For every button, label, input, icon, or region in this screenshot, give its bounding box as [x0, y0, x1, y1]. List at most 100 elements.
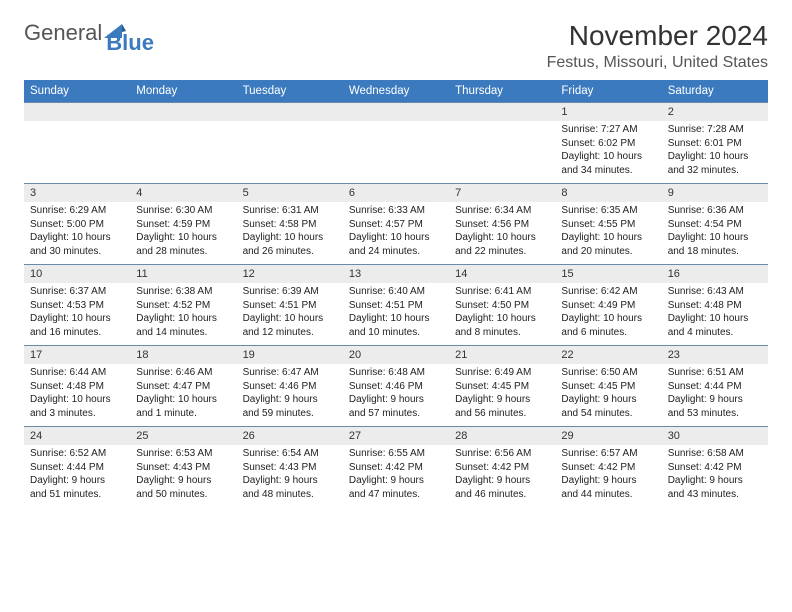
day1-text: Daylight: 9 hours	[668, 393, 762, 407]
day-number: 25	[130, 427, 236, 446]
day1-text: Daylight: 9 hours	[30, 474, 124, 488]
day-detail: Sunrise: 6:56 AMSunset: 4:42 PMDaylight:…	[449, 445, 555, 507]
daynum-row: 10111213141516	[24, 265, 768, 284]
day-detail: Sunrise: 6:33 AMSunset: 4:57 PMDaylight:…	[343, 202, 449, 265]
sunrise-text: Sunrise: 6:49 AM	[455, 366, 549, 380]
day-detail: Sunrise: 6:53 AMSunset: 4:43 PMDaylight:…	[130, 445, 236, 507]
sunset-text: Sunset: 4:59 PM	[136, 218, 230, 232]
sunset-text: Sunset: 4:50 PM	[455, 299, 549, 313]
sunrise-text: Sunrise: 6:41 AM	[455, 285, 549, 299]
sunrise-text: Sunrise: 6:30 AM	[136, 204, 230, 218]
sunset-text: Sunset: 4:52 PM	[136, 299, 230, 313]
sunrise-text: Sunrise: 6:46 AM	[136, 366, 230, 380]
day-detail: Sunrise: 6:38 AMSunset: 4:52 PMDaylight:…	[130, 283, 236, 346]
weekday-header-row: Sunday Monday Tuesday Wednesday Thursday…	[24, 80, 768, 103]
day2-text: and 3 minutes.	[30, 407, 124, 421]
weekday-thursday: Thursday	[449, 80, 555, 103]
day2-text: and 6 minutes.	[561, 326, 655, 340]
sunset-text: Sunset: 4:42 PM	[668, 461, 762, 475]
sunrise-text: Sunrise: 6:50 AM	[561, 366, 655, 380]
day-number: 5	[237, 184, 343, 203]
day2-text: and 1 minute.	[136, 407, 230, 421]
sunset-text: Sunset: 4:42 PM	[561, 461, 655, 475]
day-number: 18	[130, 346, 236, 365]
sunset-text: Sunset: 4:42 PM	[455, 461, 549, 475]
day2-text: and 28 minutes.	[136, 245, 230, 259]
weekday-wednesday: Wednesday	[343, 80, 449, 103]
day-number	[237, 103, 343, 122]
day2-text: and 24 minutes.	[349, 245, 443, 259]
day-detail: Sunrise: 7:28 AMSunset: 6:01 PMDaylight:…	[662, 121, 768, 184]
day2-text: and 22 minutes.	[455, 245, 549, 259]
day-detail: Sunrise: 6:41 AMSunset: 4:50 PMDaylight:…	[449, 283, 555, 346]
day2-text: and 26 minutes.	[243, 245, 337, 259]
day2-text: and 51 minutes.	[30, 488, 124, 502]
day2-text: and 46 minutes.	[455, 488, 549, 502]
day-number: 26	[237, 427, 343, 446]
day-number: 10	[24, 265, 130, 284]
sunset-text: Sunset: 4:53 PM	[30, 299, 124, 313]
sunrise-text: Sunrise: 6:43 AM	[668, 285, 762, 299]
day-number: 3	[24, 184, 130, 203]
day-number: 12	[237, 265, 343, 284]
day-detail: Sunrise: 6:51 AMSunset: 4:44 PMDaylight:…	[662, 364, 768, 427]
sunrise-text: Sunrise: 6:47 AM	[243, 366, 337, 380]
calendar-body: 12 Sunrise: 7:27 AMSunset: 6:02 PMDayligh…	[24, 103, 768, 508]
day-number: 1	[555, 103, 661, 122]
day-detail: Sunrise: 7:27 AMSunset: 6:02 PMDaylight:…	[555, 121, 661, 184]
logo: General Blue	[24, 20, 176, 46]
day-detail: Sunrise: 6:29 AMSunset: 5:00 PMDaylight:…	[24, 202, 130, 265]
day1-text: Daylight: 10 hours	[668, 231, 762, 245]
day1-text: Daylight: 10 hours	[455, 231, 549, 245]
day-number: 16	[662, 265, 768, 284]
day-number: 9	[662, 184, 768, 203]
day1-text: Daylight: 10 hours	[349, 231, 443, 245]
day1-text: Daylight: 9 hours	[243, 393, 337, 407]
day1-text: Daylight: 9 hours	[561, 474, 655, 488]
day2-text: and 8 minutes.	[455, 326, 549, 340]
day2-text: and 53 minutes.	[668, 407, 762, 421]
logo-text-blue: Blue	[106, 30, 154, 55]
sunset-text: Sunset: 4:44 PM	[668, 380, 762, 394]
day-detail: Sunrise: 6:31 AMSunset: 4:58 PMDaylight:…	[237, 202, 343, 265]
day1-text: Daylight: 10 hours	[243, 312, 337, 326]
day-detail	[343, 121, 449, 184]
detail-row: Sunrise: 6:52 AMSunset: 4:44 PMDaylight:…	[24, 445, 768, 507]
day-number: 19	[237, 346, 343, 365]
sunrise-text: Sunrise: 6:42 AM	[561, 285, 655, 299]
sunset-text: Sunset: 6:02 PM	[561, 137, 655, 151]
daynum-row: 3456789	[24, 184, 768, 203]
daynum-row: 17181920212223	[24, 346, 768, 365]
day-detail: Sunrise: 6:58 AMSunset: 4:42 PMDaylight:…	[662, 445, 768, 507]
day-detail	[237, 121, 343, 184]
day-detail: Sunrise: 6:49 AMSunset: 4:45 PMDaylight:…	[449, 364, 555, 427]
day-number: 15	[555, 265, 661, 284]
day2-text: and 43 minutes.	[668, 488, 762, 502]
day-detail: Sunrise: 6:42 AMSunset: 4:49 PMDaylight:…	[555, 283, 661, 346]
day-number: 7	[449, 184, 555, 203]
weekday-friday: Friday	[555, 80, 661, 103]
day-detail: Sunrise: 6:48 AMSunset: 4:46 PMDaylight:…	[343, 364, 449, 427]
sunrise-text: Sunrise: 6:51 AM	[668, 366, 762, 380]
day-number: 4	[130, 184, 236, 203]
day-detail: Sunrise: 6:50 AMSunset: 4:45 PMDaylight:…	[555, 364, 661, 427]
day-detail: Sunrise: 6:54 AMSunset: 4:43 PMDaylight:…	[237, 445, 343, 507]
day-number: 17	[24, 346, 130, 365]
day2-text: and 44 minutes.	[561, 488, 655, 502]
sunset-text: Sunset: 4:48 PM	[668, 299, 762, 313]
day1-text: Daylight: 9 hours	[243, 474, 337, 488]
weekday-saturday: Saturday	[662, 80, 768, 103]
day1-text: Daylight: 10 hours	[561, 312, 655, 326]
day-detail: Sunrise: 6:52 AMSunset: 4:44 PMDaylight:…	[24, 445, 130, 507]
sunrise-text: Sunrise: 6:40 AM	[349, 285, 443, 299]
sunrise-text: Sunrise: 6:56 AM	[455, 447, 549, 461]
day-number: 8	[555, 184, 661, 203]
day1-text: Daylight: 10 hours	[30, 393, 124, 407]
day-detail: Sunrise: 6:55 AMSunset: 4:42 PMDaylight:…	[343, 445, 449, 507]
day1-text: Daylight: 9 hours	[561, 393, 655, 407]
day2-text: and 56 minutes.	[455, 407, 549, 421]
sunrise-text: Sunrise: 6:33 AM	[349, 204, 443, 218]
sunset-text: Sunset: 4:43 PM	[136, 461, 230, 475]
weekday-monday: Monday	[130, 80, 236, 103]
sunset-text: Sunset: 4:58 PM	[243, 218, 337, 232]
